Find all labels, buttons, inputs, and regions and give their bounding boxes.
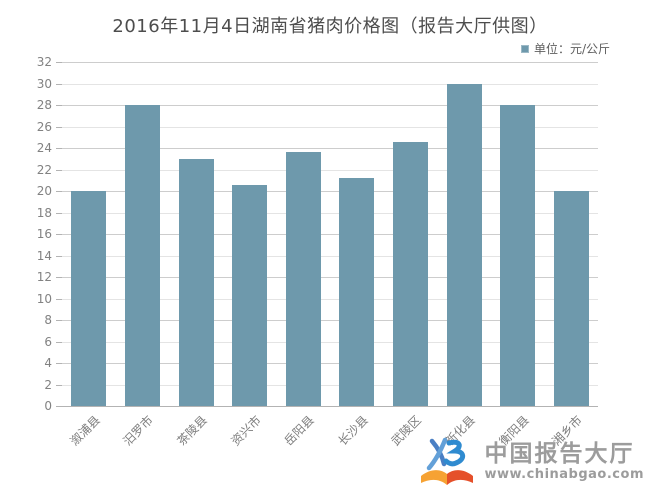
y-axis-label: 30 — [36, 76, 52, 91]
y-axis-tick — [56, 384, 62, 386]
y-axis-tick — [56, 169, 62, 171]
bar-衡阳县[interactable] — [500, 105, 536, 406]
chart-title: 2016年11月4日湖南省猪肉价格图（报告大厅供图） — [112, 16, 548, 37]
bar-长沙县[interactable] — [339, 178, 375, 406]
y-axis-label: 4 — [44, 356, 52, 370]
gridline — [62, 62, 598, 63]
bar-溆浦县[interactable] — [71, 191, 107, 406]
y-axis-label: 2 — [44, 377, 52, 392]
bar-岳阳县[interactable] — [285, 152, 321, 406]
bar-新化县[interactable] — [446, 83, 482, 406]
y-axis-label: 20 — [36, 184, 52, 198]
y-axis-tick — [56, 234, 62, 235]
y-axis-tick — [56, 126, 62, 128]
legend-label: 单位：元/公斤 — [533, 42, 610, 56]
bar-汨罗市[interactable] — [124, 105, 160, 406]
y-axis-label: 28 — [36, 98, 52, 112]
y-axis-tick — [56, 62, 62, 63]
legend-marker-icon — [520, 44, 529, 53]
y-axis-tick — [56, 212, 62, 214]
y-axis-tick — [56, 406, 62, 407]
y-axis-tick — [56, 277, 62, 278]
gridline — [62, 341, 598, 343]
gridline — [62, 277, 598, 278]
bar-武陵区[interactable] — [392, 141, 428, 406]
gridline — [62, 384, 598, 386]
gridline — [62, 234, 598, 235]
y-axis-tick — [56, 255, 62, 257]
gridline — [62, 169, 598, 171]
watermark-url-text: www.chinabgao.com — [484, 467, 644, 482]
y-axis-label: 24 — [36, 141, 52, 155]
y-axis-label: 22 — [36, 162, 52, 177]
gridline — [62, 105, 598, 106]
x-axis-line — [62, 406, 598, 407]
bar-资兴市[interactable] — [232, 184, 268, 406]
gridline — [62, 191, 598, 192]
gridline — [62, 363, 598, 364]
y-axis-label: 0 — [44, 399, 52, 413]
gridline — [62, 298, 598, 300]
y-axis-tick — [56, 191, 62, 192]
legend-item[interactable]: 单位：元/公斤 — [520, 40, 610, 57]
y-axis-tick — [56, 105, 62, 106]
gridline — [62, 212, 598, 214]
chinabgao-logo-icon — [421, 437, 474, 485]
y-axis-tick — [56, 298, 62, 300]
y-axis-tick — [56, 148, 62, 149]
gridline — [62, 126, 598, 128]
watermark: 中国报告大厅 www.chinabgao.com — [418, 436, 644, 488]
y-axis-label: 14 — [36, 248, 52, 263]
y-axis-tick — [56, 341, 62, 343]
bar-湘乡市[interactable] — [553, 191, 589, 406]
gridline — [62, 320, 598, 321]
y-axis-tick — [56, 320, 62, 321]
y-axis-label: 18 — [36, 205, 52, 220]
gridline — [62, 255, 598, 257]
y-axis-label: 6 — [44, 334, 52, 349]
y-axis-label: 26 — [36, 119, 52, 134]
watermark-brand-text: 中国报告大厅 — [484, 441, 635, 467]
bar-茶陵县[interactable] — [178, 158, 214, 406]
y-axis-tick — [56, 83, 62, 85]
y-axis-tick — [56, 363, 62, 364]
y-axis-label: 12 — [36, 270, 52, 284]
y-axis-label: 10 — [36, 291, 52, 306]
y-axis-label: 8 — [44, 313, 52, 327]
gridline — [62, 83, 598, 85]
y-axis-label: 32 — [36, 55, 52, 69]
gridline — [62, 148, 598, 149]
y-axis-label: 16 — [36, 227, 52, 241]
